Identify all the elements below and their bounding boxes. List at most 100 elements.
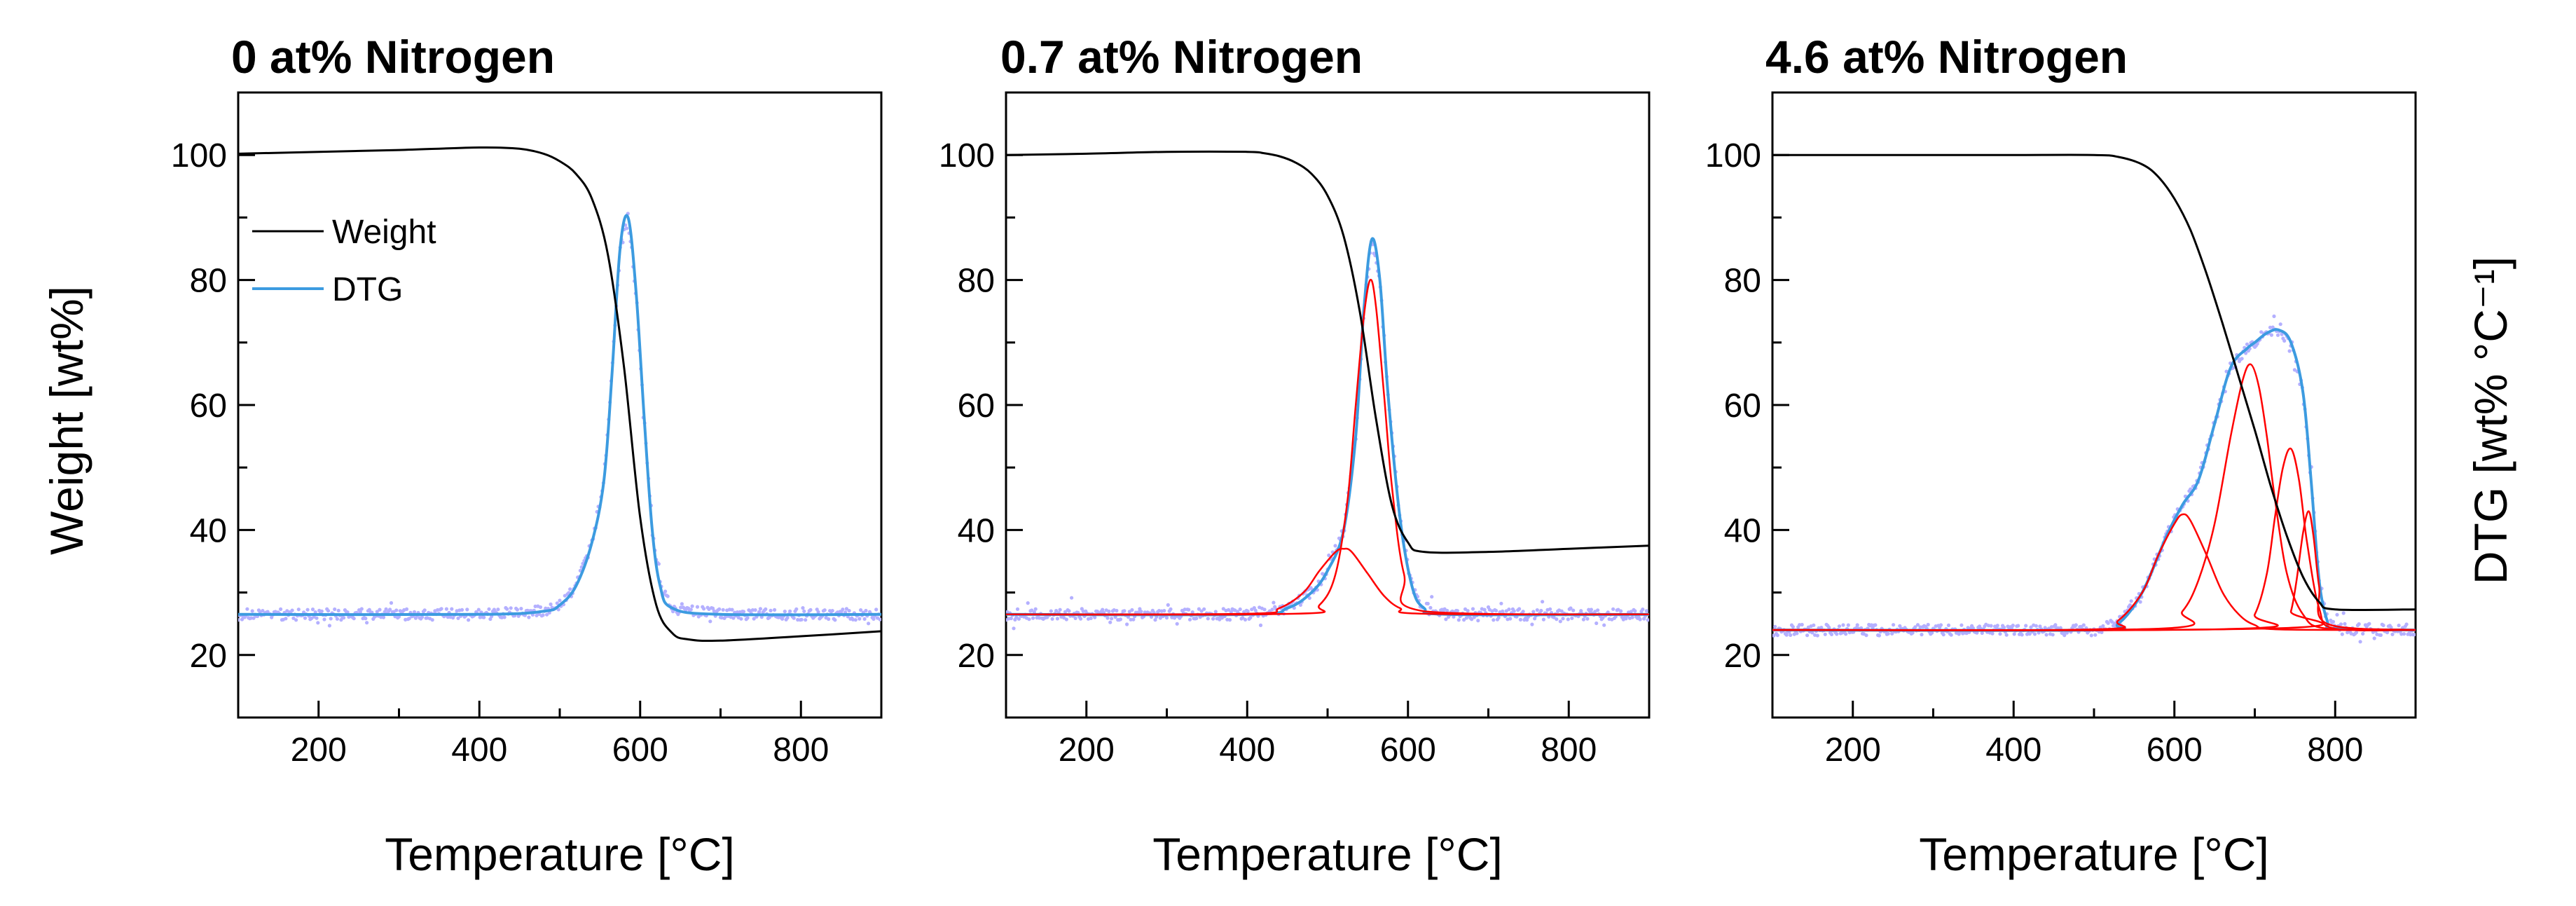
dtg-raw-point <box>2012 632 2016 636</box>
x-tick-label: 600 <box>1380 732 1436 769</box>
dtg-raw-point <box>1183 608 1187 612</box>
dtg-raw-point <box>2358 640 2362 644</box>
dtg-raw-point <box>1499 601 1503 605</box>
dtg-raw-point <box>769 608 773 613</box>
dtg-raw-point <box>444 607 449 611</box>
dtg-raw-point <box>1949 633 1953 637</box>
dtg-raw-point <box>487 607 491 611</box>
dtg-raw-point <box>830 609 834 613</box>
dtg-raw-point <box>2101 624 2105 629</box>
dtg-raw-point <box>2275 333 2280 337</box>
dtg-raw-point <box>808 608 813 612</box>
dtg-raw-point <box>1030 608 1034 612</box>
dtg-raw-point <box>844 607 848 611</box>
dtg-raw-point <box>2043 626 2047 630</box>
dtg-raw-point <box>1539 608 1543 613</box>
dtg-raw-point <box>303 616 308 620</box>
dtg-raw-point <box>2367 622 2371 626</box>
dtg-raw-point <box>2002 625 2006 630</box>
x-tick-label: 600 <box>2147 732 2203 769</box>
dtg-raw-point <box>1959 623 1964 627</box>
dtg-raw-point <box>1129 617 1133 622</box>
y-tick-label: 60 <box>190 387 227 425</box>
dtg-raw-point <box>1014 615 1019 619</box>
dtg-raw-point <box>1646 618 1649 622</box>
dtg-raw-point <box>2399 632 2404 636</box>
dtg-raw-point <box>1054 609 1059 613</box>
dtg-raw-point <box>1989 624 1993 628</box>
x-tick-label: 200 <box>1059 732 1115 769</box>
dtg-raw-point <box>2138 600 2142 604</box>
dtg-raw-point <box>2053 623 2058 627</box>
dtg-raw-point <box>1108 620 1113 624</box>
dtg-raw-point <box>250 609 254 613</box>
dtg-raw-point <box>2280 332 2284 336</box>
dtg-raw-point <box>2372 636 2376 640</box>
dtg-line <box>238 214 881 617</box>
dtg-raw-point <box>430 618 434 622</box>
dtg-raw-point <box>1470 607 1475 611</box>
dtg-raw-point <box>1559 609 1564 613</box>
plot-frame <box>237 91 883 719</box>
dtg-raw-point <box>1533 617 1537 621</box>
dtg-line <box>1006 237 1649 617</box>
dtg-raw-point <box>1535 608 1539 612</box>
dtg-raw-point <box>2339 622 2343 626</box>
dtg-raw-point <box>329 617 333 621</box>
dtg-raw-point <box>2032 632 2037 636</box>
dtg-raw-point <box>339 618 343 622</box>
dtg-raw-point <box>2128 603 2132 608</box>
axis-ticks: 200 400 600 800 20 40 60 80 100 <box>1705 137 2417 769</box>
dtg-raw-point <box>847 609 851 613</box>
dtg-raw-point <box>1162 609 1166 613</box>
dtg-raw-point <box>1462 618 1466 622</box>
dtg-raw-point <box>381 615 386 619</box>
dtg-raw-point <box>1032 610 1036 615</box>
dtg-raw-point <box>1800 622 1804 627</box>
dtg-raw-point <box>1789 633 1793 638</box>
dtg-raw-point <box>1772 633 1776 638</box>
dtg-raw-point <box>384 607 388 611</box>
dtg-raw-point <box>656 562 661 566</box>
dtg-raw-point <box>1012 626 1016 631</box>
dtg-raw-point <box>1270 608 1274 612</box>
dtg-raw-point <box>1827 626 1831 630</box>
dtg-raw-point <box>1227 618 1232 622</box>
dtg-raw-point <box>527 615 531 619</box>
dtg-raw-point <box>695 605 700 609</box>
dtg-raw-point <box>1211 617 1215 621</box>
dtg-raw-point <box>1938 623 1943 627</box>
dtg-raw-point <box>1920 633 1924 637</box>
dtg-raw-point <box>773 608 777 612</box>
dtg-raw-point <box>238 618 240 622</box>
dtg-raw-point <box>867 622 871 626</box>
dtg-raw-point <box>1990 631 1995 636</box>
dtg-raw-point <box>1243 617 1248 622</box>
dtg-raw-point <box>1227 608 1231 612</box>
dtg-raw-point <box>833 618 837 622</box>
dtg-raw-point <box>1229 610 1233 614</box>
dtg-raw-point <box>541 613 545 617</box>
dtg-raw-point <box>2404 622 2409 626</box>
dtg-raw-point <box>342 616 346 620</box>
dtg-raw-point <box>1430 595 1434 599</box>
dtg-raw-point <box>1063 610 1068 614</box>
dtg-raw-point <box>2240 357 2244 361</box>
dtg-raw-point <box>2051 633 2055 637</box>
axis-ticks: 200 400 600 800 20 40 60 80 100 <box>171 137 883 769</box>
x-tick-label: 800 <box>773 732 829 769</box>
dtg-raw-point <box>717 607 722 612</box>
dtg-raw-point <box>745 616 750 620</box>
dtg-raw-point <box>1153 618 1157 622</box>
dtg-raw-point <box>710 606 715 610</box>
dtg-raw-point <box>741 610 746 614</box>
dtg-raw-point <box>1202 607 1206 611</box>
dtg-raw-point <box>422 608 427 612</box>
dtg-raw-point <box>1262 608 1267 612</box>
dtg-raw-point <box>365 621 369 625</box>
dtg-raw-point <box>388 608 392 612</box>
dtg-raw-point <box>1812 623 1816 627</box>
dtg-raw-point <box>857 617 862 621</box>
dtg-raw-point <box>1272 600 1276 605</box>
dtg-raw-point <box>1571 608 1576 612</box>
